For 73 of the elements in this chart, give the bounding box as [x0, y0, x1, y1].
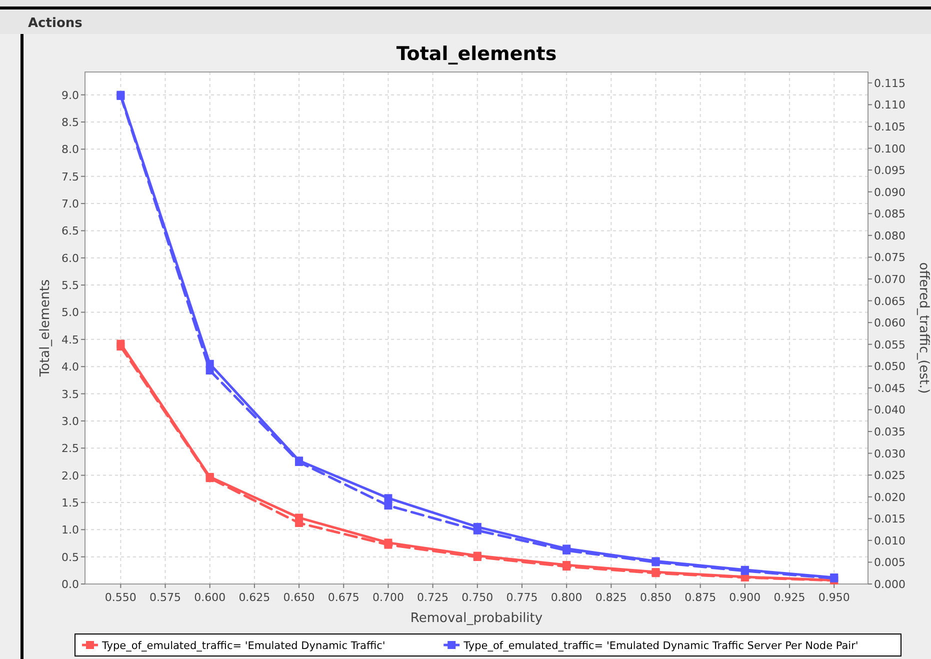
- x-tick-label: 0.675: [328, 591, 360, 604]
- y2-tick-label: 0.035: [874, 425, 906, 438]
- y2-tick-label: 0.030: [874, 447, 906, 460]
- y2-tick-label: 0.090: [874, 186, 906, 199]
- y2-tick-label: 0.060: [874, 316, 906, 330]
- y2-tick-label: 0.085: [874, 208, 906, 221]
- x-tick-label: 0.850: [640, 591, 672, 604]
- x-tick-label: 0.600: [194, 591, 226, 604]
- point: [116, 342, 125, 351]
- text: Actions: [28, 16, 83, 31]
- x-tick-label: 0.825: [595, 591, 627, 604]
- point: [473, 526, 482, 534]
- chart-title: Total_elements: [396, 43, 557, 65]
- y-tick-label: 2.5: [62, 442, 79, 456]
- y2-tick-label: 0.045: [874, 382, 906, 395]
- x-tick-label: 0.775: [506, 591, 538, 604]
- y2-tick-label: 0.070: [874, 272, 906, 286]
- y2-tick-label: 0.025: [874, 469, 906, 482]
- y-tick-label: 5.5: [62, 279, 79, 292]
- y2-tick-label: 0.115: [874, 76, 906, 90]
- y-axis-title: Total_elements: [38, 279, 53, 378]
- x-tick-label: 0.925: [774, 591, 806, 604]
- y-tick-label: 3.0: [62, 414, 79, 428]
- y2-tick-label: 0.005: [874, 556, 906, 570]
- y2-axis-title: offered_traffic_(est.): [916, 262, 931, 394]
- x-tick-label: 0.625: [238, 591, 270, 604]
- y2-tick-label: 0.050: [874, 360, 906, 374]
- y-tick-label: 8.5: [62, 116, 79, 130]
- x-tick-label: 0.950: [818, 591, 850, 604]
- point: [384, 502, 392, 510]
- x-tick-label: 0.725: [417, 591, 449, 604]
- y2-tick-label: 0.080: [874, 229, 906, 242]
- x-tick-label: 0.900: [729, 591, 761, 604]
- y-tick-label: 0.5: [62, 550, 79, 564]
- y-tick-label: 5.0: [62, 306, 79, 320]
- x-axis-title: Removal_probability: [410, 611, 543, 626]
- x-tick-label: 0.550: [104, 591, 136, 604]
- point: [206, 366, 214, 374]
- y-tick-label: 4.0: [62, 360, 79, 374]
- legend-label: Type_of_emulated_traffic= 'Emulated Dynamic Traffic Server Per Node Pair': [462, 640, 858, 652]
- y-tick-label: 7.5: [62, 170, 79, 184]
- y2-tick-label: 0.100: [874, 142, 906, 156]
- y2-tick-label: 0.040: [874, 404, 906, 417]
- y-tick-label: 1.5: [62, 496, 79, 510]
- legend-label: Type_of_emulated_traffic= 'Emulated Dynamic Traffic': [101, 640, 386, 652]
- x-tick-label: 0.700: [372, 591, 404, 604]
- y2-tick-label: 0.020: [874, 490, 906, 504]
- y2-tick-label: 0.075: [874, 251, 906, 264]
- y-tick-label: 6.5: [62, 224, 79, 238]
- y2-tick-label: 0.010: [874, 534, 906, 548]
- y-tick-label: 0.0: [62, 578, 79, 591]
- point: [384, 494, 392, 502]
- y-tick-label: 1.0: [62, 524, 79, 537]
- y2-tick-label: 0.095: [874, 164, 906, 178]
- y2-tick-label: 0.000: [874, 578, 906, 591]
- y2-tick-label: 0.015: [874, 512, 906, 526]
- y2-tick-label: 0.105: [874, 120, 906, 134]
- y2-tick-label: 0.065: [874, 294, 906, 308]
- y2-tick-label: 0.110: [874, 98, 906, 112]
- y-tick-label: 6.0: [62, 252, 79, 265]
- y-tick-label: 4.5: [62, 333, 79, 346]
- point: [295, 518, 304, 527]
- x-tick-label: 0.800: [550, 591, 582, 604]
- x-tick-label: 0.750: [462, 591, 494, 604]
- y-tick-label: 2.0: [62, 469, 79, 482]
- y-tick-label: 7.0: [62, 198, 79, 211]
- x-tick-label: 0.875: [684, 591, 716, 604]
- y-tick-label: 8.0: [62, 143, 79, 156]
- x-tick-label: 0.575: [150, 591, 182, 604]
- y-tick-label: 9.0: [62, 88, 79, 102]
- x-tick-label: 0.650: [283, 591, 315, 604]
- y-tick-label: 3.5: [62, 388, 79, 401]
- y2-tick-label: 0.055: [874, 338, 906, 352]
